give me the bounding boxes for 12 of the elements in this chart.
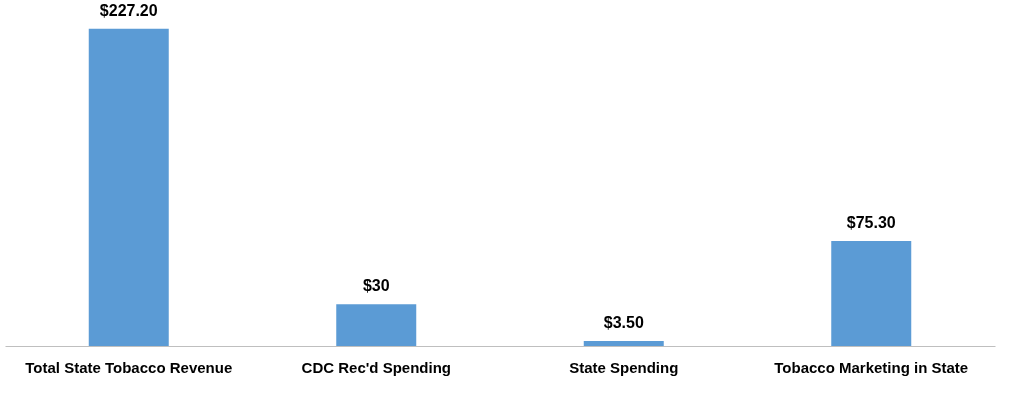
bar bbox=[336, 304, 417, 346]
x-tick-label: CDC Rec'd Spending bbox=[301, 358, 451, 376]
bar bbox=[88, 28, 169, 346]
data-label: $3.50 bbox=[603, 314, 644, 332]
data-label: $75.30 bbox=[846, 213, 896, 231]
bar bbox=[583, 341, 664, 346]
data-label: $227.20 bbox=[99, 1, 158, 19]
bar bbox=[831, 240, 912, 346]
x-tick-label: Total State Tobacco Revenue bbox=[25, 358, 233, 376]
x-tick-label: State Spending bbox=[569, 358, 679, 376]
x-tick-label: Tobacco Marketing in State bbox=[774, 358, 969, 376]
data-label: $30 bbox=[362, 277, 390, 295]
